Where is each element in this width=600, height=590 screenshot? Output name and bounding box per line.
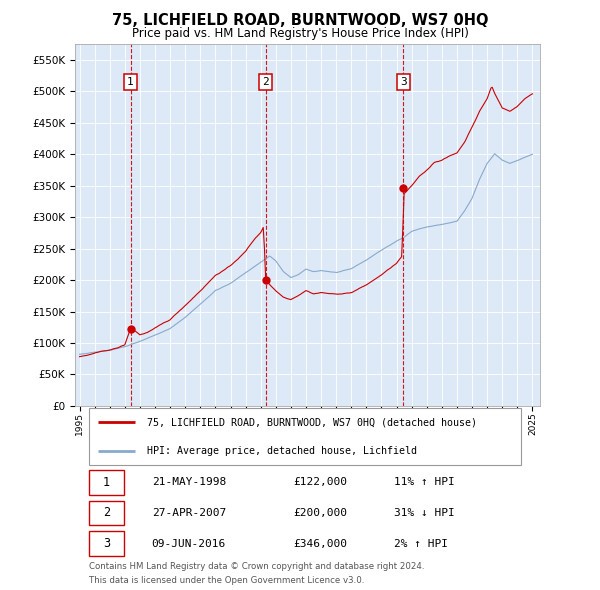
Text: 75, LICHFIELD ROAD, BURNTWOOD, WS7 0HQ (detached house): 75, LICHFIELD ROAD, BURNTWOOD, WS7 0HQ (…	[147, 417, 477, 427]
Text: £200,000: £200,000	[293, 508, 347, 518]
Text: 11% ↑ HPI: 11% ↑ HPI	[394, 477, 454, 487]
FancyBboxPatch shape	[89, 408, 521, 465]
Text: 2: 2	[262, 77, 269, 87]
Text: 75, LICHFIELD ROAD, BURNTWOOD, WS7 0HQ: 75, LICHFIELD ROAD, BURNTWOOD, WS7 0HQ	[112, 14, 488, 28]
FancyBboxPatch shape	[89, 501, 124, 525]
FancyBboxPatch shape	[89, 532, 124, 556]
Text: 31% ↓ HPI: 31% ↓ HPI	[394, 508, 454, 518]
Text: This data is licensed under the Open Government Licence v3.0.: This data is licensed under the Open Gov…	[89, 576, 364, 585]
Text: 1: 1	[127, 77, 134, 87]
Text: 09-JUN-2016: 09-JUN-2016	[152, 539, 226, 549]
Text: 3: 3	[400, 77, 407, 87]
Text: Price paid vs. HM Land Registry's House Price Index (HPI): Price paid vs. HM Land Registry's House …	[131, 27, 469, 40]
Text: 1: 1	[103, 476, 110, 489]
FancyBboxPatch shape	[89, 470, 124, 494]
Text: £122,000: £122,000	[293, 477, 347, 487]
Text: 27-APR-2007: 27-APR-2007	[152, 508, 226, 518]
Text: HPI: Average price, detached house, Lichfield: HPI: Average price, detached house, Lich…	[147, 445, 417, 455]
Text: 2% ↑ HPI: 2% ↑ HPI	[394, 539, 448, 549]
Text: 2: 2	[103, 506, 110, 519]
Text: 3: 3	[103, 537, 110, 550]
Text: £346,000: £346,000	[293, 539, 347, 549]
Text: Contains HM Land Registry data © Crown copyright and database right 2024.: Contains HM Land Registry data © Crown c…	[89, 562, 424, 571]
Text: 21-MAY-1998: 21-MAY-1998	[152, 477, 226, 487]
